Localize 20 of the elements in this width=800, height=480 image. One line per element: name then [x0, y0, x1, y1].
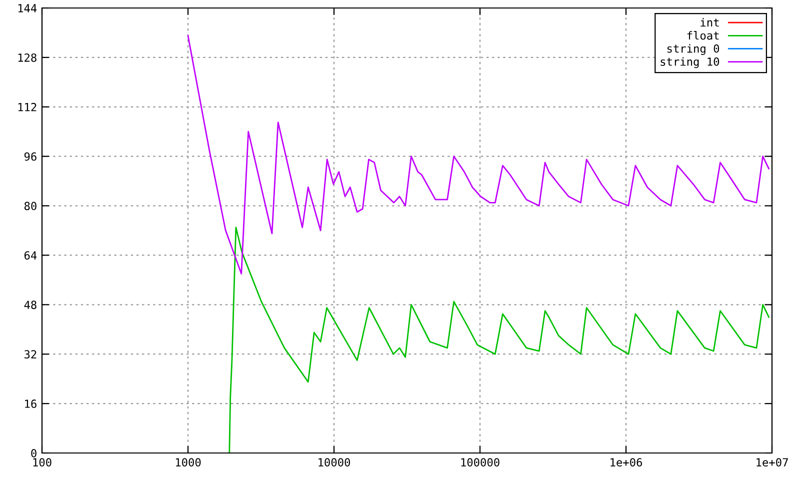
x-tick-label: 100000: [461, 458, 500, 467]
x-tick-label: 100: [33, 458, 52, 467]
x-tick-label: 1e+06: [610, 458, 642, 467]
x-tick-label: 10000: [318, 458, 350, 467]
legend-label: string 10: [660, 57, 720, 68]
y-tick-label: 96: [24, 152, 36, 161]
y-tick-label: 80: [24, 202, 36, 210]
y-tick-label: 0: [31, 449, 36, 458]
legend-label: string 0: [667, 44, 720, 55]
x-tick-label: 1000: [176, 458, 201, 467]
y-tick-label: 128: [18, 53, 36, 62]
y-tick-label: 64: [24, 251, 37, 260]
y-tick-label: 32: [24, 350, 36, 359]
y-tick-label: 144: [18, 4, 37, 12]
legend-label: float: [687, 31, 719, 40]
x-tick-label: 1e+07: [756, 458, 788, 467]
y-tick-label: 16: [25, 400, 36, 408]
legend-label: int: [700, 18, 719, 26]
y-tick-label: 112: [18, 102, 36, 112]
y-tick-label: 48: [24, 300, 36, 310]
